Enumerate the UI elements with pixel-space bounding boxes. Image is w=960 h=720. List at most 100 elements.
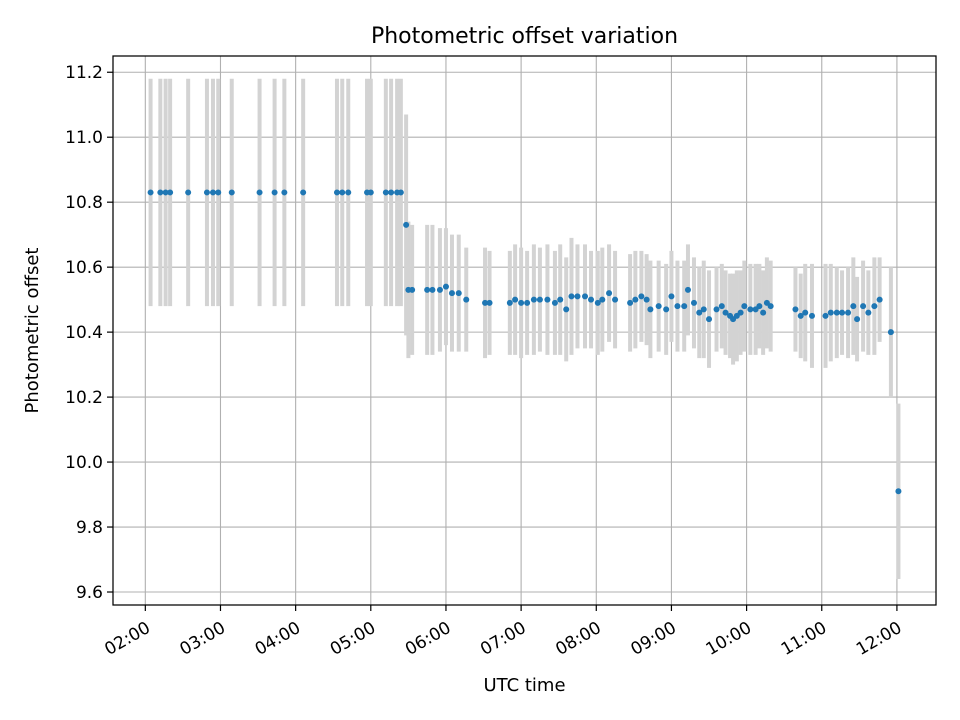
data-point (822, 312, 829, 319)
data-point (442, 283, 449, 290)
data-point (833, 309, 840, 316)
data-point (544, 296, 551, 303)
data-point (632, 296, 639, 303)
data-point (333, 189, 340, 196)
data-point (674, 303, 681, 310)
data-point (429, 286, 436, 293)
data-point (568, 293, 575, 300)
data-point (300, 189, 307, 196)
data-point (228, 189, 235, 196)
data-point (588, 296, 595, 303)
data-point (876, 296, 883, 303)
data-point (612, 296, 619, 303)
data-point (424, 286, 431, 293)
data-point (845, 309, 852, 316)
data-point (185, 189, 192, 196)
data-point (599, 296, 606, 303)
data-point (747, 306, 754, 313)
y-tick-label: 11.0 (65, 128, 103, 148)
data-point (706, 316, 713, 323)
data-point (594, 299, 601, 306)
data-point (839, 309, 846, 316)
data-point (482, 299, 489, 306)
data-point (557, 296, 564, 303)
y-tick-label: 9.6 (76, 583, 103, 603)
data-point (808, 312, 815, 319)
y-tick-label: 10.2 (65, 388, 103, 408)
y-tick-label: 9.8 (76, 518, 103, 538)
y-tick-label: 10.6 (65, 258, 103, 278)
data-point (627, 299, 634, 306)
data-point (403, 221, 410, 228)
data-point (797, 312, 804, 319)
data-point (339, 189, 346, 196)
plot-frame (112, 55, 937, 606)
data-point (582, 293, 589, 300)
y-tick-label: 10.8 (65, 193, 103, 213)
data-point (209, 189, 216, 196)
chart-title: Photometric offset variation (371, 24, 678, 49)
y-tick-label: 10.4 (65, 323, 103, 343)
data-point (397, 189, 404, 196)
data-point (871, 303, 878, 310)
data-point (741, 303, 748, 310)
data-point (722, 309, 729, 316)
y-tick-label: 10.0 (65, 453, 103, 473)
data-point (854, 316, 861, 323)
data-point (551, 299, 558, 306)
data-point (281, 189, 288, 196)
data-point (463, 296, 470, 303)
data-point (574, 293, 581, 300)
data-point (643, 296, 650, 303)
x-axis-label: UTC time (483, 675, 565, 696)
data-point (157, 189, 164, 196)
data-point (638, 293, 645, 300)
data-point (668, 293, 675, 300)
data-point (518, 299, 525, 306)
data-point (606, 290, 613, 297)
y-axis-label: Photometric offset (22, 248, 43, 414)
data-point (700, 306, 707, 313)
data-point (147, 189, 154, 196)
data-point (536, 296, 543, 303)
data-point (345, 189, 352, 196)
data-point (436, 286, 443, 293)
data-point (530, 296, 537, 303)
data-point (647, 306, 654, 313)
data-point (696, 309, 703, 316)
data-point (486, 299, 493, 306)
data-point (215, 189, 222, 196)
data-point (792, 306, 799, 313)
data-point (512, 296, 519, 303)
data-point (681, 303, 688, 310)
data-point (802, 309, 809, 316)
data-point (737, 309, 744, 316)
data-point (684, 286, 691, 293)
data-point (690, 299, 697, 306)
data-point (409, 286, 416, 293)
data-point (718, 303, 725, 310)
data-point (655, 303, 662, 310)
data-points (147, 189, 902, 495)
data-point (865, 309, 872, 316)
data-point (388, 189, 395, 196)
data-point (203, 189, 210, 196)
data-point (756, 303, 763, 310)
data-point (256, 189, 263, 196)
y-axis: 9.6 9.8 10.0 10.2 10.4 10.6 10.8 11.0 11.2 (65, 63, 113, 603)
data-point (860, 303, 867, 310)
data-point (506, 299, 513, 306)
data-point (367, 189, 374, 196)
data-point (760, 309, 767, 316)
data-point (663, 306, 670, 313)
data-point (827, 309, 834, 316)
data-point (271, 189, 278, 196)
data-point (850, 303, 857, 310)
data-point (895, 488, 902, 495)
data-point (563, 306, 570, 313)
data-point (524, 299, 531, 306)
data-point (767, 303, 774, 310)
data-point (448, 290, 455, 297)
